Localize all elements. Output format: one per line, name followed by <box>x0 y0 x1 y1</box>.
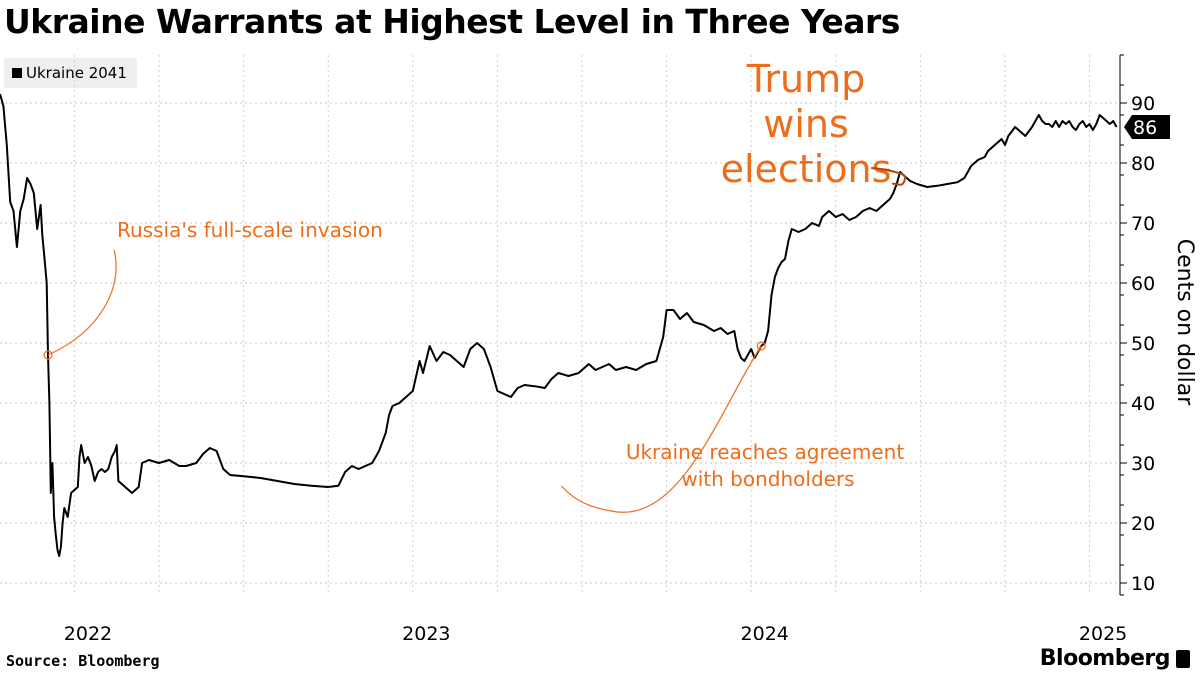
x-tick-label-2022: 2022 <box>64 623 112 640</box>
annotation-agreement-line1: Ukraine reaches agreement <box>626 440 904 464</box>
x-tick-label-2025: 2025 <box>1079 623 1127 640</box>
annotation-trump-line1: Trump <box>746 57 865 101</box>
y-tick-label-70: 70 <box>1131 213 1155 235</box>
legend: Ukraine 2041 <box>4 58 137 88</box>
annotation-trump-leader <box>870 167 907 186</box>
y-axis: 10 20 30 40 50 60 70 80 90 <box>1119 54 1155 596</box>
y-tick-label-50: 50 <box>1131 333 1155 355</box>
y-tick-label-60: 60 <box>1131 273 1155 295</box>
page-title: Ukraine Warrants at Highest Level in Thr… <box>4 2 900 41</box>
annotation-invasion-leader <box>47 249 117 356</box>
line-chart: 2022 2023 2024 2025 10 20 30 40 50 60 70 80 90 Russ… <box>0 54 1197 640</box>
y-tick-label-40: 40 <box>1131 393 1155 415</box>
last-value-tag: 86 <box>1124 115 1170 139</box>
source-note: Source: Bloomberg <box>6 652 160 670</box>
x-tick-label-2024: 2024 <box>741 623 789 640</box>
series-line-ukraine-2041 <box>0 93 1118 557</box>
y-tick-label-30: 30 <box>1131 453 1155 475</box>
annotation-trump-line3: elections <box>721 147 892 191</box>
bloomberg-logo: Bloomberg <box>1040 646 1190 671</box>
chart-grid <box>0 55 1120 595</box>
annotation-trump-line2: wins <box>763 102 849 146</box>
bloomberg-wordmark: Bloomberg <box>1039 646 1171 671</box>
last-value-tag-text: 86 <box>1133 117 1157 139</box>
annotation-agreement-leader <box>560 345 762 513</box>
legend-label: Ukraine 2041 <box>26 64 127 82</box>
y-tick-label-20: 20 <box>1131 513 1155 535</box>
annotation-invasion: Russia's full-scale invasion <box>117 218 383 242</box>
terminal-icon <box>1176 649 1190 668</box>
last-value-tag-shape <box>1124 115 1170 139</box>
y-tick-label-80: 80 <box>1131 153 1155 175</box>
x-axis-ticks: 2022 2023 2024 2025 <box>64 623 1127 640</box>
annotation-agreement-marker <box>756 341 766 351</box>
y-axis-label: Cents on dollar <box>1172 239 1197 406</box>
x-tick-label-2023: 2023 <box>402 623 450 640</box>
y-tick-label-90: 90 <box>1131 93 1155 115</box>
y-tick-label-10: 10 <box>1131 573 1155 595</box>
annotation-agreement-line2: with bondholders <box>681 467 854 491</box>
legend-swatch <box>12 68 22 78</box>
annotation-invasion-marker <box>43 350 53 360</box>
